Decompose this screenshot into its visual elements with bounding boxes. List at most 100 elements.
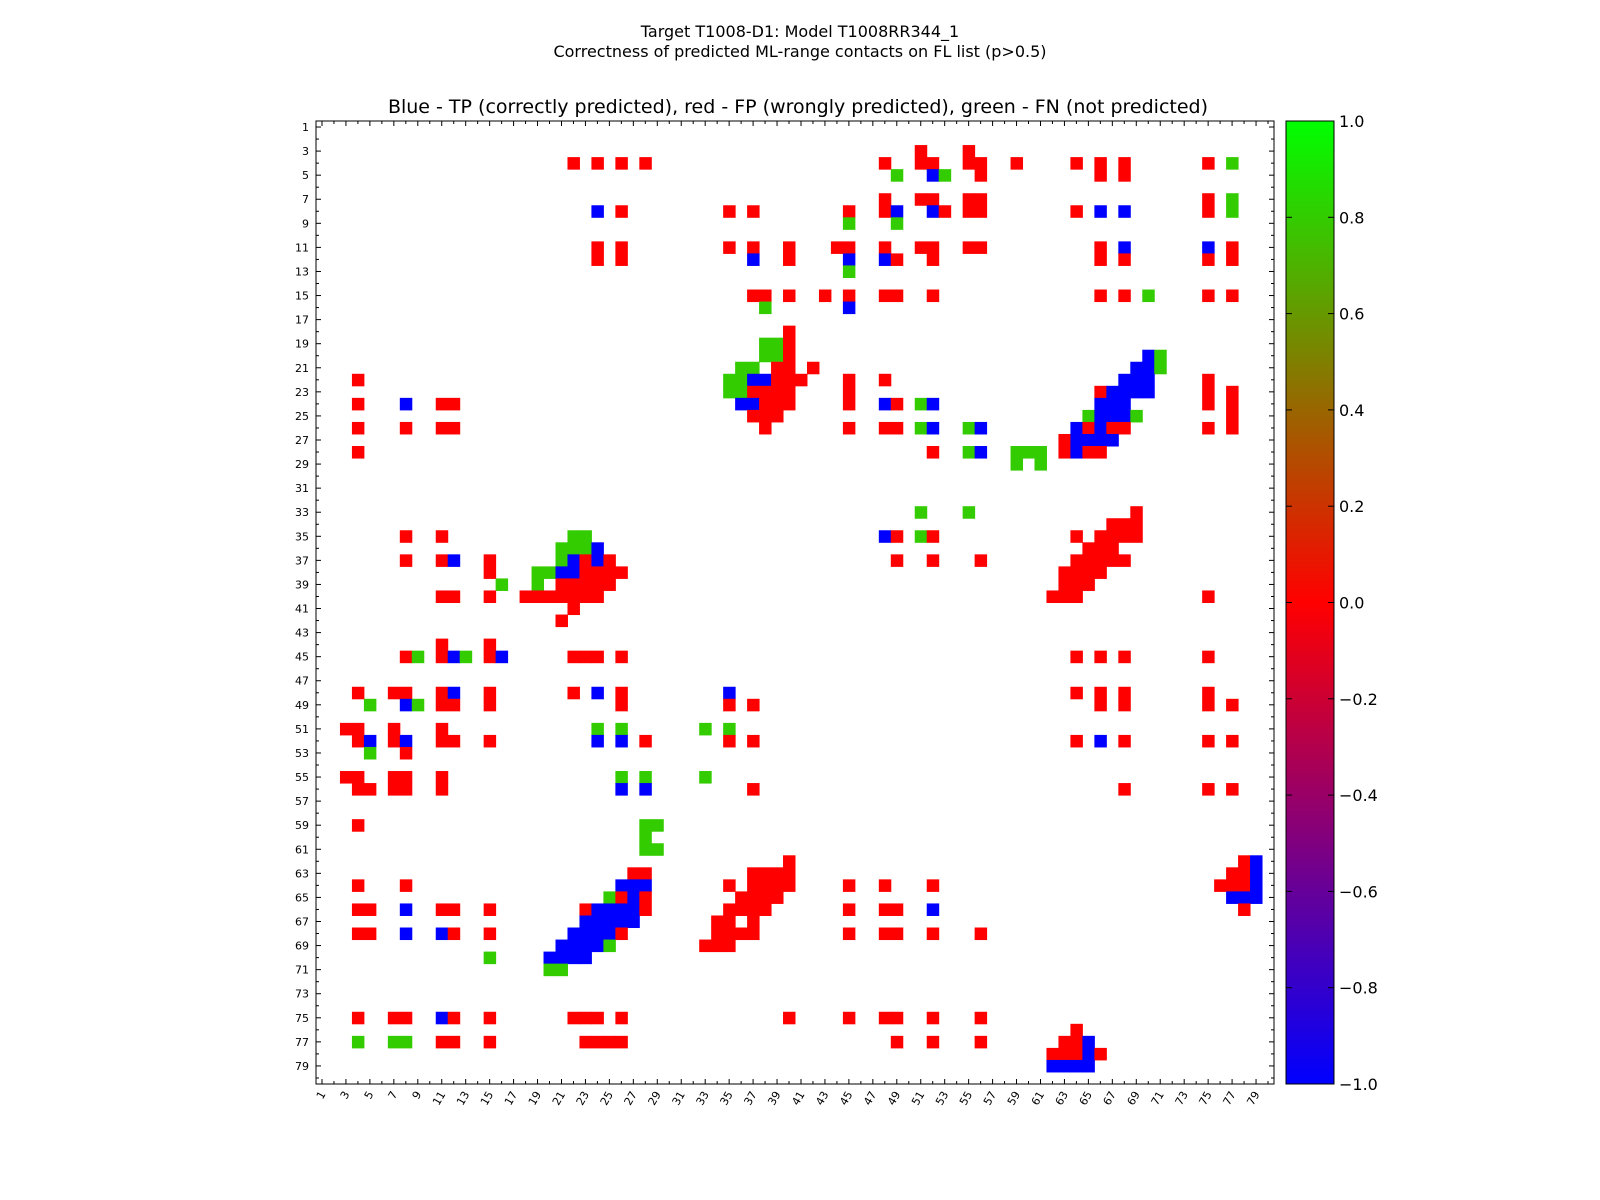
contact-cell-fp (962, 205, 976, 218)
contact-cell-fp (1226, 397, 1239, 411)
contact-cell-fp (447, 1011, 461, 1025)
x-axis: 1 3 5 7 9 11 13 15 17 19 21 23 25 27 29 31 33 35 37 39 41 43 4… (314, 121, 1269, 1108)
contact-cell-fp (1070, 590, 1083, 603)
contact-cell-fp (1202, 686, 1215, 700)
contact-cell-tp (1070, 421, 1083, 435)
contact-cell-fp (363, 783, 377, 796)
colorbar-tick-label: 0.6 (1339, 305, 1364, 324)
contact-cell-fp (783, 361, 796, 375)
contact-cell-fp (1094, 241, 1107, 254)
contact-cell-tp (1046, 1059, 1059, 1073)
contact-cell-fp (579, 590, 592, 603)
y-tick-label: 1 (302, 121, 309, 134)
contact-cell-fp (735, 891, 748, 904)
y-tick-label: 35 (295, 530, 309, 543)
y-tick-label: 53 (295, 747, 309, 760)
contact-cell-fp (1226, 734, 1239, 748)
contact-cell-fp (435, 734, 449, 748)
contact-cell-tp (615, 734, 628, 748)
contact-cell-fp (351, 927, 365, 941)
contact-cell-tp (747, 397, 760, 411)
contact-cell-fp (1202, 783, 1215, 796)
contact-cell-tp (591, 686, 604, 700)
contact-cell-tp (842, 253, 856, 266)
contact-cell-fn (531, 578, 545, 591)
contact-cell-tp (1082, 433, 1095, 447)
contact-cell-fp (1202, 734, 1215, 748)
contact-cell-fp (399, 421, 413, 435)
x-tick-label: 37 (741, 1089, 759, 1108)
contact-cell-fp (914, 157, 928, 170)
y-tick-label: 23 (295, 386, 309, 399)
contact-cell-fp (483, 590, 497, 603)
contact-cell-fp (1094, 554, 1107, 567)
contact-cell-fn (1142, 289, 1155, 303)
x-tick-label: 61 (1029, 1089, 1047, 1108)
contact-cell-fp (771, 397, 784, 411)
contact-cell-fn (1034, 446, 1047, 459)
contact-cell-tp (1082, 1059, 1095, 1073)
contact-cell-tp (399, 698, 413, 712)
contact-cell-fp (483, 927, 497, 941)
x-tick-label: 39 (765, 1089, 783, 1108)
contact-cell-fp (1082, 421, 1095, 435)
contact-cell-fp (1238, 879, 1251, 892)
contact-cell-fp (387, 1011, 401, 1025)
contact-cell-fp (567, 578, 580, 591)
contact-cell-fp (1202, 590, 1215, 603)
contact-cell-fp (567, 650, 580, 664)
contact-cell-fp (435, 554, 449, 567)
contact-cell-fp (747, 891, 760, 904)
x-tick-label: 33 (694, 1089, 712, 1108)
x-tick-label: 57 (981, 1089, 999, 1108)
contact-cell-fp (1010, 157, 1024, 170)
contact-cell-fp (1058, 590, 1071, 603)
contact-cell-tp (759, 373, 772, 387)
contact-cell-fp (842, 205, 856, 218)
contact-cell-tp (555, 951, 568, 965)
plot-title: Blue - TP (correctly predicted), red - F… (388, 96, 1208, 118)
contact-cell-fp (1058, 578, 1071, 591)
contact-cell-tp (1106, 409, 1119, 423)
contact-cell-fp (351, 397, 365, 411)
contact-cell-fp (615, 566, 628, 579)
contact-cell-fp (842, 421, 856, 435)
contact-cell-fp (399, 686, 413, 700)
contact-cell-fp (615, 891, 628, 904)
contact-cell-fp (890, 903, 904, 916)
contact-cell-fp (447, 698, 461, 712)
contact-cell-tp (591, 542, 604, 555)
contact-cell-tp (1142, 385, 1155, 399)
contact-cell-tp (615, 915, 628, 929)
contact-cell-fp (1070, 578, 1083, 591)
contact-cell-fp (747, 385, 760, 399)
contact-cell-fn (759, 349, 772, 363)
contact-cell-tp (615, 903, 628, 916)
contact-cell-fp (926, 289, 940, 303)
contact-cell-fp (639, 734, 652, 748)
contact-cell-tp (399, 397, 413, 411)
x-tick-label: 75 (1196, 1089, 1214, 1108)
contact-cell-tp (723, 686, 736, 700)
contact-cell-tp (579, 951, 592, 965)
contact-cell-fp (567, 1011, 580, 1025)
contact-cell-fp (579, 1035, 592, 1049)
y-tick-label: 31 (295, 482, 309, 495)
contact-cell-fp (399, 746, 413, 760)
contact-cell-fp (771, 409, 784, 423)
contact-cell-fp (890, 1011, 904, 1025)
contact-cell-fp (926, 193, 940, 206)
contact-cell-tp (603, 903, 616, 916)
contact-cell-fp (830, 241, 844, 254)
y-tick-label: 45 (295, 651, 309, 664)
contact-cell-fp (1118, 686, 1131, 700)
contact-cell-fp (878, 1011, 892, 1025)
contact-cell-fp (399, 771, 413, 784)
contact-cell-fn (411, 650, 425, 664)
contact-cell-fp (1058, 433, 1071, 447)
contact-cell-fn (914, 506, 928, 519)
contact-cell-fn (579, 530, 592, 543)
contact-cell-fp (615, 253, 628, 266)
contact-cell-fp (1058, 446, 1071, 459)
contact-cell-fp (711, 915, 724, 929)
